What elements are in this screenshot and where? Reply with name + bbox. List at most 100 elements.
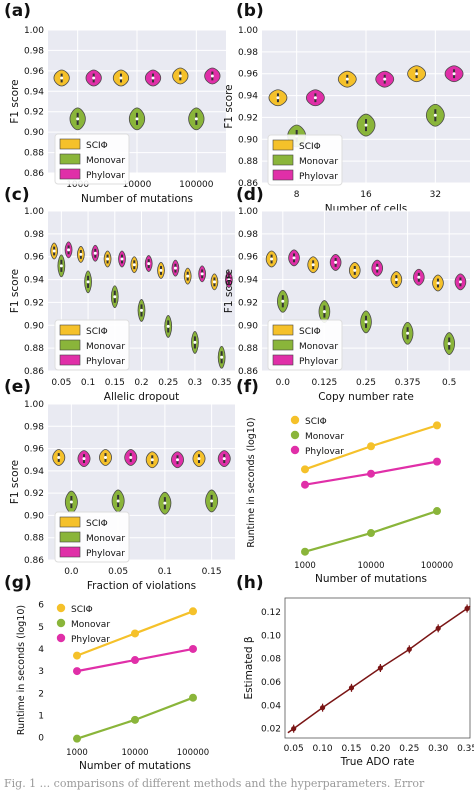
data-point	[131, 629, 139, 638]
legend-label: Monovar	[71, 620, 110, 630]
y-tick-label: 0.96	[238, 70, 258, 80]
x-tick-label: 0.375	[395, 378, 421, 388]
data-point	[301, 547, 309, 556]
y-tick-label: 0.90	[24, 321, 44, 331]
y-axis-label: Runtime in seconds (log10)	[246, 417, 257, 547]
violin-median	[197, 457, 201, 461]
legend-swatch	[272, 354, 294, 366]
violin-median	[150, 458, 154, 462]
legend-swatch	[59, 546, 81, 558]
x-tick-label: 1000	[66, 180, 89, 190]
panel-label: (f)	[236, 377, 259, 397]
x-tick-label: 0.20	[370, 744, 390, 754]
x-tick-label: 0.15	[202, 567, 222, 577]
x-tick-label: 0.05	[284, 744, 304, 754]
y-tick-label: 0.12	[261, 608, 281, 618]
chart-f: 1000 10000 100000 Number of mutations Runtim…	[246, 410, 470, 585]
x-tick-label: 100000	[421, 561, 453, 571]
x-axis-label: Number of mutations	[315, 573, 427, 585]
legend-label: Monovar	[305, 432, 344, 442]
legend-label: Phylovar	[86, 171, 125, 181]
y-tick-label: 0.04	[261, 701, 281, 711]
legend-label: Monovar	[86, 156, 125, 166]
y-tick-label: 0.98	[24, 422, 44, 432]
x-tick-label: 0.05	[51, 378, 71, 388]
y-tick-label: 0.90	[24, 511, 44, 521]
violin-median	[364, 320, 368, 324]
violin-median	[82, 457, 86, 461]
y-tick-label: 6	[38, 601, 44, 611]
legend-swatch	[59, 153, 81, 165]
violin-median	[415, 72, 419, 76]
y-tick-label: 0.90	[238, 135, 258, 145]
x-tick-label: 0.1	[158, 567, 172, 577]
violin-median	[175, 458, 179, 462]
y-tick-label: 0.86	[238, 179, 258, 189]
violin-median	[200, 272, 204, 276]
violin-median	[292, 256, 296, 260]
violin-median	[210, 74, 214, 78]
x-tick-label: 100000	[177, 748, 209, 758]
y-tick-label: 0.88	[238, 344, 258, 354]
panel-label: (a)	[4, 1, 31, 21]
panel-label: (d)	[236, 185, 264, 205]
y-tick-label: 1	[38, 711, 44, 721]
y-tick-label: 0.92	[24, 298, 44, 308]
violin-median	[222, 457, 226, 461]
y-tick-label: 0.90	[24, 128, 44, 138]
x-tick-label: 16	[360, 190, 372, 200]
legend-label: SCIΦ	[299, 327, 321, 337]
violin-median	[281, 299, 285, 303]
data-point	[377, 665, 383, 671]
x-tick-label: 0.35	[457, 744, 474, 754]
violin-median	[322, 310, 326, 314]
y-tick-label: 0.96	[24, 445, 44, 455]
x-tick-label: 0.15	[341, 744, 361, 754]
violin-median	[210, 499, 214, 503]
violin-median	[345, 77, 349, 81]
data-point	[301, 465, 309, 474]
violin-median	[69, 500, 73, 504]
legend-label: Phylovar	[305, 447, 344, 457]
x-tick-label: 0.30	[428, 744, 448, 754]
x-tick-label: 0.0	[64, 567, 79, 577]
violin-median	[132, 263, 136, 267]
legend-label: Monovar	[86, 342, 125, 352]
data-point	[73, 651, 81, 660]
violin-median	[92, 76, 96, 80]
x-tick-label: 10000	[121, 748, 148, 758]
x-tick-label: 10000	[123, 180, 152, 190]
y-tick-label: 0.96	[24, 253, 44, 263]
plot-frame	[284, 597, 471, 739]
legend-label: Phylovar	[86, 357, 125, 367]
violin-median	[383, 77, 387, 81]
legend-swatch	[272, 324, 294, 336]
violin-median	[194, 117, 198, 121]
violin-median	[220, 355, 224, 359]
violin-median	[364, 123, 368, 127]
y-tick-label: 0.98	[24, 230, 44, 240]
legend-marker	[290, 445, 300, 455]
violin-median	[147, 262, 151, 266]
panel-label: (b)	[236, 1, 264, 21]
violin-median	[104, 455, 108, 459]
legend-swatch	[59, 324, 81, 336]
x-tick-label: 0.25	[399, 744, 419, 754]
chart-c: 0.86 0.88 0.90 0.92 0.94 0.96 0.98 1.00 0.05 0.1 0…	[9, 207, 235, 403]
y-tick-label: 5	[38, 623, 44, 633]
y-tick-label: 1.00	[24, 26, 44, 36]
x-tick-label: 0.5	[442, 378, 456, 388]
legend-marker	[290, 415, 300, 425]
y-tick-label: 0.88	[24, 344, 44, 354]
data-point	[406, 646, 412, 652]
legend-label: SCIΦ	[86, 327, 108, 337]
y-tick-label: 0.10	[261, 631, 281, 641]
violin-median	[186, 274, 190, 278]
chart-a: 0.86 0.88 0.90 0.92 0.94 0.96 0.98 1.00 1000 1000…	[9, 26, 226, 205]
y-tick-label: 0.88	[24, 149, 44, 159]
legend-label: Phylovar	[86, 549, 125, 559]
legend-swatch	[59, 339, 81, 351]
panel-label: (g)	[4, 573, 32, 593]
legend-swatch	[272, 139, 294, 151]
violin-median	[433, 113, 437, 117]
